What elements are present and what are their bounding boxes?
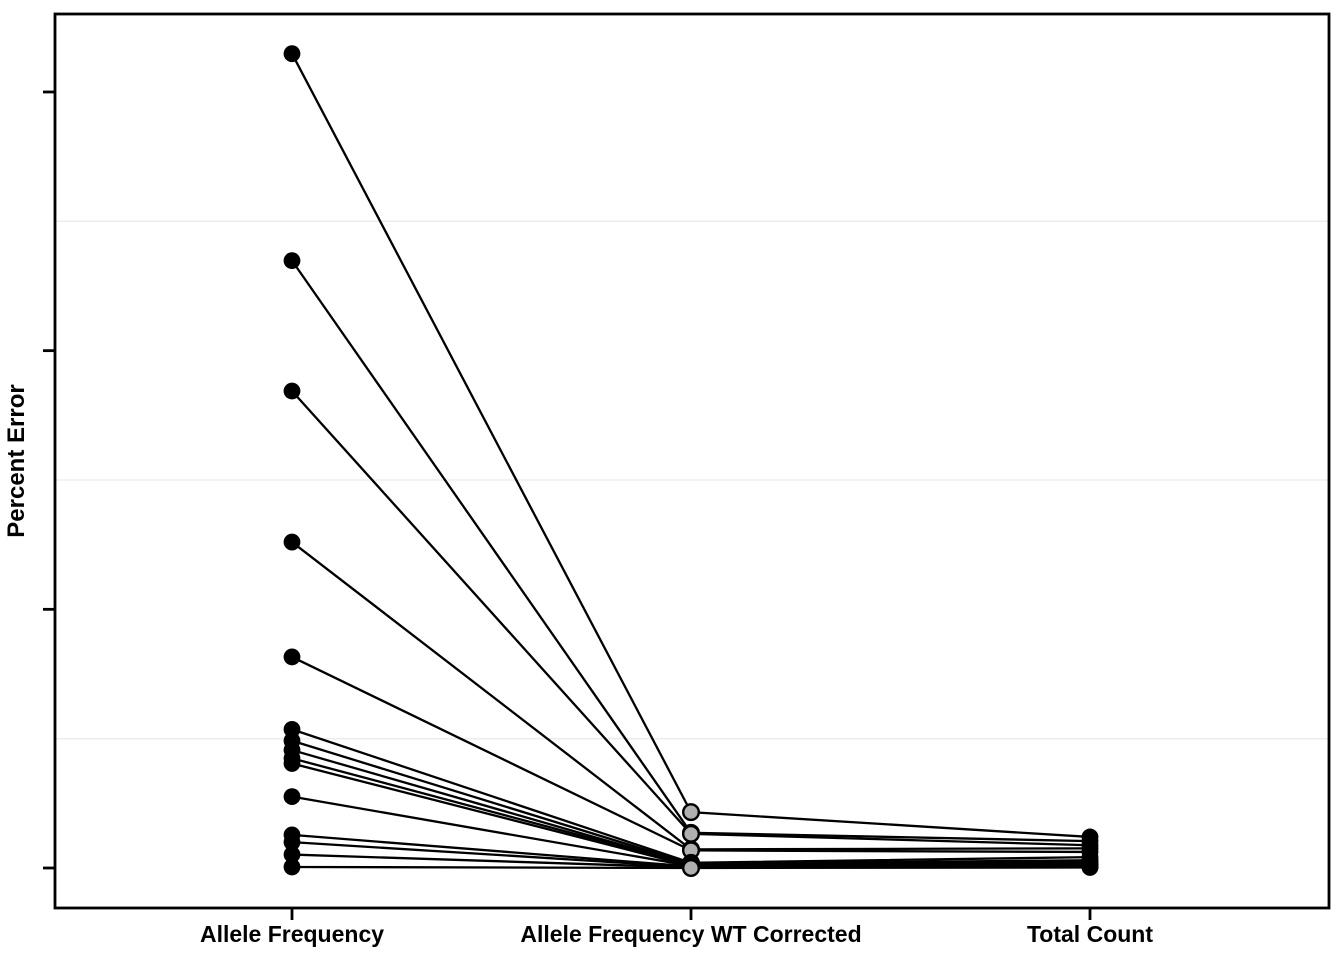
- data-point-allele-frequency: [283, 846, 301, 863]
- data-point-allele-frequency: [283, 648, 301, 666]
- data-point-allele-frequency-wt-corrected: [682, 803, 701, 822]
- data-points-layer: [283, 45, 1099, 878]
- data-point-allele-frequency: [283, 858, 301, 876]
- data-point-allele-frequency-wt-corrected: [682, 824, 701, 843]
- x-axis-category-label-total-count: Total Count: [1027, 921, 1153, 947]
- data-point-allele-frequency: [283, 252, 301, 270]
- data-point-allele-frequency: [283, 533, 301, 551]
- gridlines-layer: [56, 220, 1328, 740]
- series-line: [291, 259, 1091, 843]
- data-point-allele-frequency: [283, 382, 301, 400]
- panel-border: [53, 12, 1331, 910]
- series-line: [290, 53, 1091, 839]
- x-axis-category-label-allele-frequency: Allele Frequency: [200, 921, 384, 947]
- series-line: [291, 655, 1091, 854]
- axis-ticks-layer: [43, 90, 1092, 920]
- x-axis-category-label-allele-frequency-wt-corrected: Allele Frequency WT Corrected: [520, 921, 861, 947]
- data-point-allele-frequency: [283, 833, 301, 851]
- data-point-total-count: [1081, 859, 1099, 876]
- data-point-allele-frequency-wt-corrected: [682, 859, 701, 878]
- data-point-allele-frequency: [283, 755, 301, 772]
- y-axis-title: Percent Error: [3, 384, 30, 537]
- data-point-allele-frequency: [283, 45, 301, 63]
- data-point-allele-frequency: [283, 788, 301, 806]
- series-lines-layer: [290, 53, 1091, 870]
